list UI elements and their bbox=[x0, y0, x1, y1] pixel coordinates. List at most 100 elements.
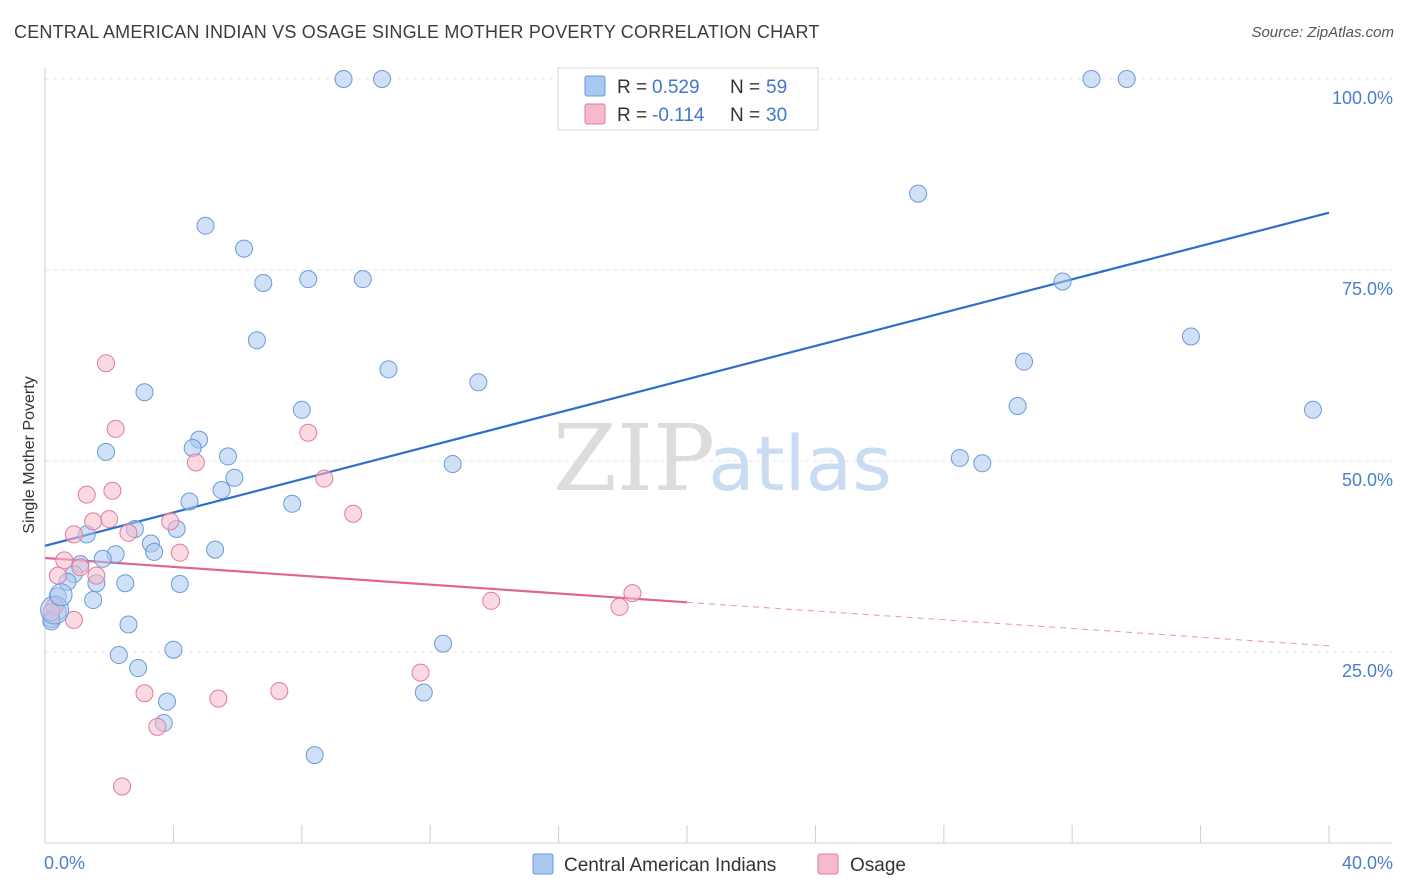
point-central-american-indians bbox=[334, 70, 353, 88]
y-tick-label: 25.0% bbox=[1342, 661, 1393, 681]
point-central-american-indians bbox=[119, 615, 138, 634]
point-central-american-indians bbox=[950, 448, 969, 467]
legend-n-label: N = bbox=[730, 105, 760, 126]
point-osage bbox=[161, 512, 180, 531]
legend-swatch bbox=[584, 103, 606, 125]
series-legend: Central American Indians Osage bbox=[532, 853, 906, 876]
x-tick-labels: 0.0% 40.0% bbox=[44, 853, 1393, 873]
point-osage bbox=[610, 597, 629, 616]
legend-r-value: 0.529 bbox=[652, 77, 700, 98]
point-osage bbox=[77, 485, 96, 504]
trend-line-central-american-indians bbox=[44, 211, 1330, 547]
legend-r-value: -0.114 bbox=[652, 105, 705, 126]
trend-line-osage bbox=[44, 556, 688, 604]
point-central-american-indians bbox=[1117, 70, 1136, 88]
point-central-american-indians bbox=[157, 692, 176, 711]
point-central-american-indians bbox=[218, 447, 237, 466]
series-legend-swatch bbox=[817, 853, 839, 875]
data-points bbox=[40, 70, 1322, 796]
y-tick-label: 100.0% bbox=[1332, 88, 1393, 108]
point-central-american-indians bbox=[973, 454, 992, 473]
point-central-american-indians bbox=[373, 70, 392, 88]
legend-r-label: R = bbox=[617, 77, 647, 98]
series-legend-swatch bbox=[532, 853, 554, 875]
point-central-american-indians bbox=[109, 646, 128, 665]
point-central-american-indians bbox=[909, 184, 928, 203]
point-osage bbox=[315, 469, 334, 488]
point-central-american-indians bbox=[129, 659, 148, 678]
point-osage bbox=[119, 523, 138, 542]
point-osage bbox=[299, 423, 318, 442]
y-tick-label: 50.0% bbox=[1342, 470, 1393, 490]
point-osage bbox=[209, 689, 228, 708]
point-osage bbox=[48, 566, 67, 585]
point-osage bbox=[411, 663, 430, 682]
point-central-american-indians bbox=[254, 273, 273, 292]
point-osage bbox=[106, 419, 125, 438]
point-central-american-indians bbox=[225, 468, 244, 487]
point-osage bbox=[482, 591, 501, 610]
point-central-american-indians bbox=[96, 442, 115, 461]
point-central-american-indians bbox=[1008, 396, 1027, 415]
point-central-american-indians bbox=[353, 270, 372, 289]
point-central-american-indians bbox=[170, 575, 189, 594]
point-central-american-indians bbox=[212, 481, 231, 500]
point-central-american-indians bbox=[235, 239, 254, 258]
point-central-american-indians bbox=[93, 549, 112, 568]
legend-n-value: 59 bbox=[766, 77, 787, 98]
point-central-american-indians bbox=[414, 683, 433, 702]
point-osage bbox=[71, 558, 90, 577]
point-central-american-indians bbox=[305, 746, 324, 765]
point-central-american-indians bbox=[145, 542, 164, 561]
chart-title: CENTRAL AMERICAN INDIAN VS OSAGE SINGLE … bbox=[14, 22, 820, 42]
chart-source: Source: ZipAtlas.com bbox=[1251, 24, 1394, 41]
point-osage bbox=[64, 610, 83, 629]
point-central-american-indians bbox=[1015, 352, 1034, 371]
series-legend-label: Central American Indians bbox=[564, 855, 776, 876]
axes bbox=[44, 68, 1392, 844]
legend-n-label: N = bbox=[730, 77, 760, 98]
watermark-atlas: atlas bbox=[708, 419, 892, 508]
point-osage bbox=[96, 354, 115, 373]
point-central-american-indians bbox=[283, 494, 302, 513]
point-osage bbox=[186, 453, 205, 472]
point-central-american-indians bbox=[299, 270, 318, 289]
point-central-american-indians bbox=[49, 583, 73, 607]
point-osage bbox=[55, 551, 74, 570]
point-osage bbox=[64, 525, 83, 544]
gridlines bbox=[45, 78, 1392, 653]
point-central-american-indians bbox=[1053, 272, 1072, 291]
legend-r-label: R = bbox=[617, 105, 647, 126]
point-central-american-indians bbox=[379, 360, 398, 379]
point-osage bbox=[100, 510, 119, 529]
point-central-american-indians bbox=[196, 216, 215, 235]
point-osage bbox=[84, 512, 103, 531]
point-osage bbox=[170, 543, 189, 562]
point-central-american-indians bbox=[164, 640, 183, 659]
point-central-american-indians bbox=[135, 383, 154, 402]
point-osage bbox=[344, 504, 363, 523]
point-central-american-indians bbox=[292, 400, 311, 419]
series-legend-label: Osage bbox=[850, 855, 906, 876]
point-central-american-indians bbox=[434, 634, 453, 653]
y-tick-label: 75.0% bbox=[1342, 279, 1393, 299]
point-osage bbox=[103, 481, 122, 500]
x-tick-label: 40.0% bbox=[1342, 853, 1393, 873]
point-osage bbox=[623, 584, 642, 603]
point-central-american-indians bbox=[247, 331, 266, 350]
point-central-american-indians bbox=[1303, 400, 1322, 419]
point-osage bbox=[113, 777, 132, 796]
point-central-american-indians bbox=[116, 574, 135, 593]
point-osage bbox=[270, 681, 289, 700]
point-central-american-indians bbox=[1082, 70, 1101, 88]
point-osage bbox=[135, 684, 154, 703]
watermark: ZIP atlas bbox=[553, 405, 892, 512]
point-osage bbox=[87, 566, 106, 585]
point-osage bbox=[148, 717, 167, 736]
point-central-american-indians bbox=[180, 492, 199, 511]
correlation-legend: R = 0.529 N = 59 R = -0.114 N = 30 bbox=[557, 67, 819, 131]
point-central-american-indians bbox=[1181, 327, 1200, 346]
x-tick-label: 0.0% bbox=[44, 853, 85, 873]
point-central-american-indians bbox=[469, 373, 488, 392]
legend-n-value: 30 bbox=[766, 105, 787, 126]
